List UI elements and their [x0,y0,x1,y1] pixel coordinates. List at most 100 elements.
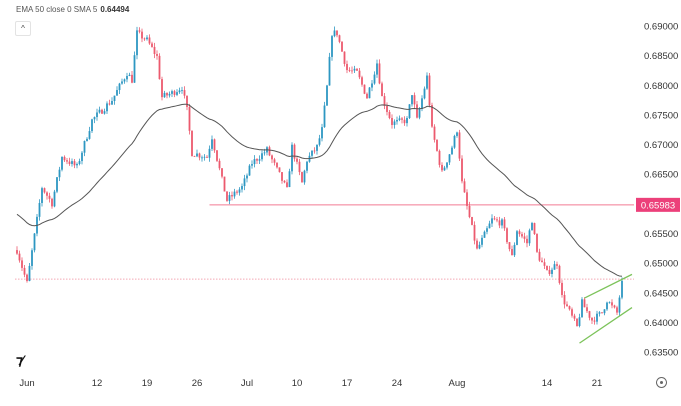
candle-body [251,164,253,166]
candle-body [201,157,203,159]
candle-body [318,138,321,145]
candle-body [398,118,401,120]
candle-body [483,231,486,238]
candle-body [596,313,598,322]
candle-body [531,223,533,231]
candle-body [443,167,446,171]
candle-body [336,30,338,36]
candle-body [473,224,476,241]
candle-body [368,87,371,99]
candle-body [111,100,113,105]
candle-body [181,90,183,91]
candle-body [601,312,603,314]
candle-body [16,250,18,254]
candle-body [553,264,556,270]
candle-body [63,156,66,161]
candle-body [21,260,23,268]
candle-body [526,238,528,244]
candle-body [498,220,501,226]
candle-body [168,93,171,96]
x-tick-label: 12 [92,378,103,389]
candle-body [288,171,291,188]
candle-body [293,144,296,159]
settings-icon[interactable] [656,377,667,388]
candle-body [51,198,53,207]
candle-body [586,307,588,312]
candle-body [383,96,386,106]
candle-body [46,192,48,196]
candle-body [81,152,83,162]
candle-body [196,153,198,157]
candle-body [113,95,116,101]
candle-body [18,253,21,261]
candle-body [606,302,608,310]
candle-body [276,162,278,168]
candle-body [578,317,581,326]
indicator-legend-text: EMA 50 close 0 SMA 5 [16,5,98,14]
candle-body [613,305,616,308]
y-tick-label: 0.66500 [644,170,678,181]
candle-body [616,307,618,313]
candle-body [548,269,551,274]
candle-body [378,63,381,84]
candle-body [321,127,323,139]
candle-body [88,131,91,139]
candle-body [258,159,261,161]
candle-body [581,299,583,318]
indicator-legend-value: 0.64494 [100,5,130,14]
x-tick-label: 24 [392,378,403,389]
candle-body [213,139,216,151]
candle-body [611,302,613,306]
indicator-legend[interactable]: EMA 50 close 0 SMA 5 0.64494 [16,5,129,14]
candle-body [261,153,263,160]
candle-body [178,90,181,93]
candle-body [206,156,208,158]
collapse-legend-button[interactable]: ^ [15,21,31,36]
candle-body [411,95,413,105]
candle-body [211,139,213,149]
x-tick-label: Jun [19,378,34,389]
candle-body [161,79,163,98]
candle-body [468,205,471,218]
candle-body [491,218,493,224]
candle-body [188,106,191,131]
candle-body [53,191,56,207]
candle-body [256,159,258,161]
candle-body [373,74,376,84]
candle-body [593,320,596,322]
x-tick-label: Jul [241,378,253,389]
chevron-up-icon: ^ [21,24,25,33]
y-tick-label: 0.69000 [644,22,678,33]
candle-body [451,147,453,155]
candle-body [516,231,518,245]
candle-body [538,251,541,261]
candle-body [91,119,93,132]
support-price-label-box [636,197,680,212]
candle-body [291,144,293,172]
candle-body [186,95,188,107]
candle-body [166,92,168,96]
candle-body [73,161,76,166]
y-tick-label: 0.64500 [644,288,678,299]
candle-body [361,77,363,85]
candle-body [153,46,156,55]
candle-body [496,219,498,221]
candle-body [426,75,428,89]
candle-body [488,223,491,229]
y-tick-label: 0.68000 [644,81,678,92]
x-tick-label: 19 [142,378,153,389]
candle-body [366,93,368,99]
candle-body [231,195,233,197]
candle-body [521,234,523,237]
candle-body [268,147,271,156]
candle-body [386,105,388,112]
candle-body [341,41,343,52]
candle-body [413,95,416,105]
candle-body [323,105,326,128]
candle-body [233,191,236,197]
candle-body [183,90,186,96]
candle-body [478,244,481,249]
candle-body [123,79,126,82]
candle-body [131,74,133,83]
